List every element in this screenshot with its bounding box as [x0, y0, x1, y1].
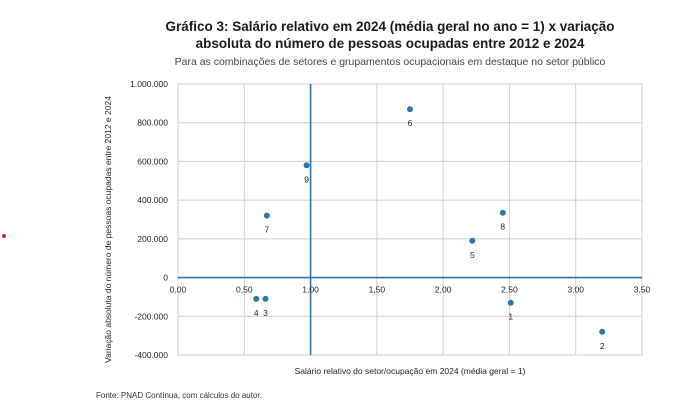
x-tick-label: 3,00: [567, 285, 584, 295]
data-point-7: [263, 212, 270, 219]
chart-title-line-1: Gráfico 3: Salário relativo em 2024 (méd…: [165, 19, 615, 34]
data-point-9: [303, 162, 310, 169]
point-label-6: 6: [408, 118, 413, 128]
point-label-2: 2: [600, 341, 605, 351]
data-point-2: [599, 328, 606, 335]
y-tick-label: -400.000: [134, 350, 168, 360]
y-tick-label: 1.000.000: [130, 79, 168, 89]
y-tick-label: -200.000: [134, 311, 168, 321]
x-tick-label: 2,50: [501, 285, 518, 295]
source-note: Fonte: PNAD Contínua, com cálculos do au…: [96, 391, 262, 400]
data-point-5: [469, 237, 476, 244]
data-points: 1 2 34 5 6 7 8 9: [253, 106, 606, 351]
y-tick-label: 400.000: [137, 195, 168, 205]
data-point-8: [499, 209, 506, 216]
x-tick-label: 1,50: [369, 285, 386, 295]
chart-title-line-2: absoluta do número de pessoas ocupadas e…: [195, 36, 585, 51]
y-tick-label: 600.000: [137, 156, 168, 166]
data-point-4: [253, 295, 260, 302]
x-tick-label: 1,00: [302, 285, 319, 295]
marker-dot: [2, 234, 6, 238]
data-point-1: [507, 299, 514, 306]
point-label-8: 8: [500, 222, 505, 232]
x-tick-label: 0,00: [170, 285, 187, 295]
data-point-6: [407, 106, 413, 113]
x-tick-label: 3,50: [634, 285, 651, 295]
point-label-1: 1: [508, 312, 513, 322]
point-label-9: 9: [304, 174, 309, 184]
data-point-3: [262, 295, 269, 302]
point-label-3: 3: [263, 308, 268, 318]
tick-labels: -400.000-200.0000200.000400.000600.00080…: [130, 79, 650, 360]
reference-lines: [178, 84, 642, 355]
point-label-4: 4: [254, 308, 259, 318]
x-axis-label: Salário relativo do setor/ocupação em 20…: [295, 366, 526, 376]
x-tick-label: 2,00: [435, 285, 452, 295]
chart-subtitle: Para as combinações de setores e grupame…: [174, 56, 606, 68]
y-tick-label: 800.000: [137, 118, 168, 128]
y-axis-label: Variação absoluta do número de pessoas o…: [103, 96, 113, 363]
y-tick-label: 200.000: [137, 234, 168, 244]
point-label-5: 5: [470, 250, 475, 260]
grid-layer: [177, 83, 643, 356]
point-label-7: 7: [264, 225, 269, 235]
x-tick-label: 0,50: [236, 285, 253, 295]
y-tick-label: 0: [163, 273, 168, 283]
